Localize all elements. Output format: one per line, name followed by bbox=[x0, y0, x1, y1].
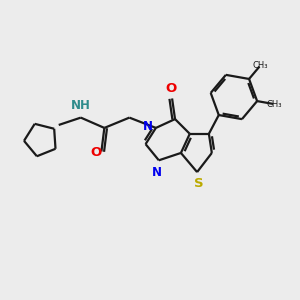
Text: O: O bbox=[165, 82, 176, 94]
Text: N: N bbox=[152, 166, 162, 178]
Text: CH₃: CH₃ bbox=[267, 100, 282, 109]
Text: NH: NH bbox=[71, 99, 91, 112]
Text: CH₃: CH₃ bbox=[253, 61, 268, 70]
Text: S: S bbox=[194, 177, 203, 190]
Text: O: O bbox=[91, 146, 102, 159]
Text: N: N bbox=[143, 120, 153, 133]
